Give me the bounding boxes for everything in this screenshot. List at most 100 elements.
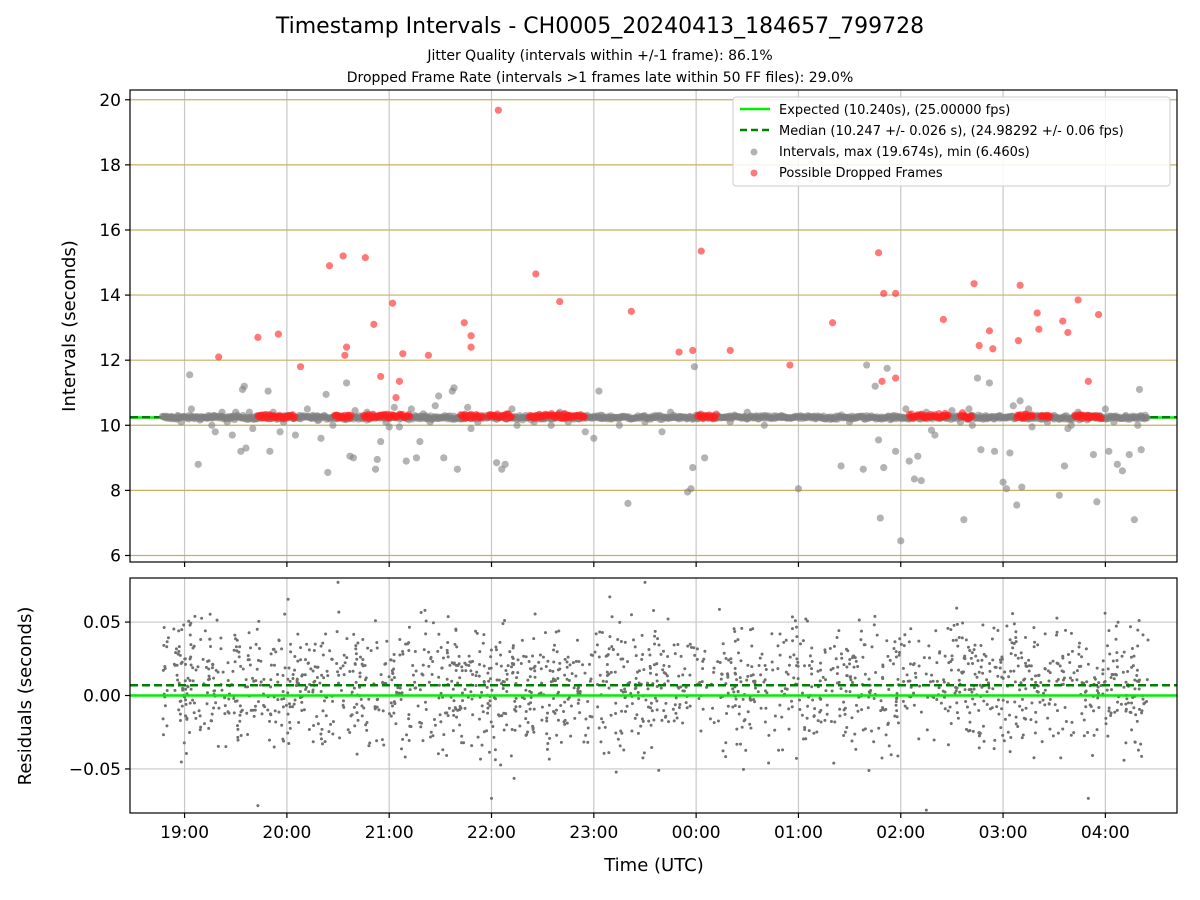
residual-point	[968, 711, 972, 715]
residual-point	[286, 677, 290, 681]
interval-point	[1016, 397, 1024, 405]
interval-point	[395, 423, 404, 431]
residual-point	[184, 702, 188, 706]
interval-point	[910, 475, 918, 483]
residual-point	[238, 704, 242, 708]
residual-point	[1114, 637, 1118, 641]
residual-point	[598, 673, 602, 677]
legend: Expected (10.240s), (25.00000 fps) Media…	[732, 96, 1171, 187]
residual-point	[949, 668, 953, 672]
residual-point	[622, 748, 626, 752]
residual-point	[867, 677, 871, 681]
residual-point	[236, 727, 240, 731]
interval-point	[828, 415, 837, 423]
residual-point	[908, 679, 912, 683]
residual-point	[1027, 658, 1031, 662]
residual-point	[531, 654, 535, 658]
residual-point	[630, 702, 634, 706]
residual-point	[733, 666, 737, 670]
legend-dropped-label: Possible Dropped Frames	[779, 166, 943, 181]
residual-point	[1109, 688, 1113, 692]
residual-point	[1126, 670, 1130, 674]
residual-point	[407, 713, 411, 717]
x-tick-label: 23:00	[569, 823, 618, 843]
residual-point	[978, 683, 982, 687]
residual-point	[300, 708, 304, 712]
residual-point	[886, 654, 890, 658]
interval-point	[1006, 449, 1014, 457]
residual-point	[299, 646, 303, 650]
residual-point	[861, 655, 865, 659]
residual-point	[263, 705, 267, 709]
residual-point	[439, 720, 443, 724]
residual-point	[1003, 670, 1007, 674]
interval-point	[794, 485, 803, 493]
residual-point	[446, 655, 450, 659]
residual-point	[1084, 647, 1088, 651]
residual-point	[930, 673, 934, 677]
residual-point	[637, 697, 641, 701]
residual-point	[833, 720, 837, 724]
residual-point	[343, 661, 347, 665]
residual-point	[202, 722, 206, 726]
residual-point	[490, 796, 494, 800]
residual-point	[676, 685, 680, 689]
residual-point	[583, 671, 587, 675]
residual-point	[721, 642, 725, 646]
residual-point	[189, 655, 193, 659]
residual-point	[912, 703, 916, 707]
residual-point	[463, 661, 467, 665]
residual-point	[965, 705, 969, 709]
residual-point	[874, 670, 878, 674]
residual-point	[551, 669, 555, 673]
residual-point	[705, 685, 709, 689]
residual-point	[177, 708, 181, 712]
interval-point	[982, 415, 990, 423]
residual-point	[949, 722, 953, 726]
residual-point	[1115, 658, 1119, 662]
residual-point	[825, 703, 829, 707]
residual-point	[487, 679, 491, 683]
residual-point	[398, 653, 402, 657]
residual-point	[232, 697, 236, 701]
residual-point	[1080, 712, 1084, 716]
residual-point	[174, 651, 178, 655]
residual-point	[985, 678, 989, 682]
residual-point	[166, 636, 170, 640]
residual-point	[299, 658, 303, 662]
residual-point	[361, 658, 365, 662]
residual-point	[648, 653, 652, 657]
residual-point	[972, 687, 976, 691]
residual-point	[577, 659, 581, 663]
dropped-frame-point	[460, 319, 468, 327]
residual-point	[931, 679, 935, 683]
residual-point	[511, 644, 515, 648]
residual-point	[780, 715, 784, 719]
residual-point	[872, 623, 876, 627]
residual-point	[354, 647, 358, 651]
residual-point	[977, 730, 981, 734]
residual-point	[235, 724, 239, 728]
residual-point	[1005, 700, 1009, 704]
residual-point	[987, 686, 991, 690]
residual-point	[348, 670, 352, 674]
residual-point	[614, 711, 618, 715]
residual-point	[423, 700, 427, 704]
residual-point	[266, 708, 270, 712]
residual-point	[439, 646, 443, 650]
residual-point	[689, 645, 693, 649]
residual-point	[514, 709, 518, 713]
residual-point	[634, 676, 638, 680]
residual-point	[642, 751, 646, 755]
residual-point	[935, 698, 939, 702]
residual-point	[971, 729, 975, 733]
residual-point	[277, 710, 281, 714]
residual-point	[913, 671, 917, 675]
residual-point	[391, 671, 395, 675]
residual-point	[733, 704, 737, 708]
residual-point	[505, 723, 509, 727]
residual-point	[629, 613, 633, 617]
residual-point	[165, 724, 169, 728]
residual-point	[272, 745, 276, 749]
